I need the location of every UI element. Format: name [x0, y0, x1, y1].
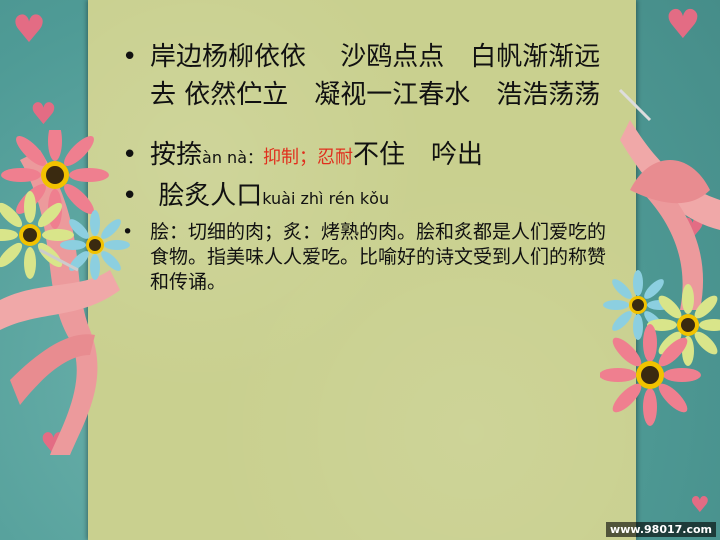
bullet-symbol: • — [122, 221, 134, 243]
bullet-text: 岸边杨柳依依 沙鸥点点 白帆渐渐远去 依然伫立 凝视一江春水 浩浩荡荡 — [150, 42, 601, 110]
heart-icon: ♥ — [665, 2, 701, 48]
bullet-item-1: • 岸边杨柳依依 沙鸥点点 白帆渐渐远去 依然伫立 凝视一江春水 浩浩荡荡 — [118, 38, 618, 114]
word-meaning: 抑制；忍耐 — [263, 147, 353, 168]
slide-content: • 岸边杨柳依依 沙鸥点点 白帆渐渐远去 依然伫立 凝视一江春水 浩浩荡荡 • … — [118, 38, 618, 295]
heart-icon: ♥ — [30, 97, 57, 132]
watermark: www.98017.com — [606, 522, 716, 537]
vocab-word: 按捺 — [150, 140, 203, 170]
bullet-rest: 不住 吟出 — [353, 140, 484, 170]
bullet-symbol: • — [122, 140, 138, 170]
bullet-item-2: • 按捺àn nà：抑制；忍耐不住 吟出 — [118, 136, 618, 177]
bullet-text: 脍：切细的肉；炙：烤熟的肉。脍和炙都是人们爱吃的食物。指美味人人爱吃。比喻好的诗… — [150, 221, 607, 293]
bullet-item-3: • 脍炙人口kuài zhì rén kǒu — [118, 177, 618, 218]
right-flower-ribbon-decoration — [600, 88, 720, 426]
paper-sheet — [88, 0, 636, 540]
bullet-symbol: • — [122, 181, 138, 211]
pinyin: àn nà： — [202, 148, 263, 167]
vocab-word: 脍炙人口 — [150, 181, 263, 211]
bullet-symbol: • — [122, 42, 138, 72]
bullet-item-4: • 脍：切细的肉；炙：烤熟的肉。脍和炙都是人们爱吃的食物。指美味人人爱吃。比喻好… — [118, 220, 618, 295]
heart-icon: ♥ — [12, 7, 47, 51]
heart-icon: ♥ — [690, 493, 710, 518]
pinyin: kuài zhì rén kǒu — [262, 189, 390, 208]
left-flower-ribbon-decoration — [0, 130, 130, 455]
